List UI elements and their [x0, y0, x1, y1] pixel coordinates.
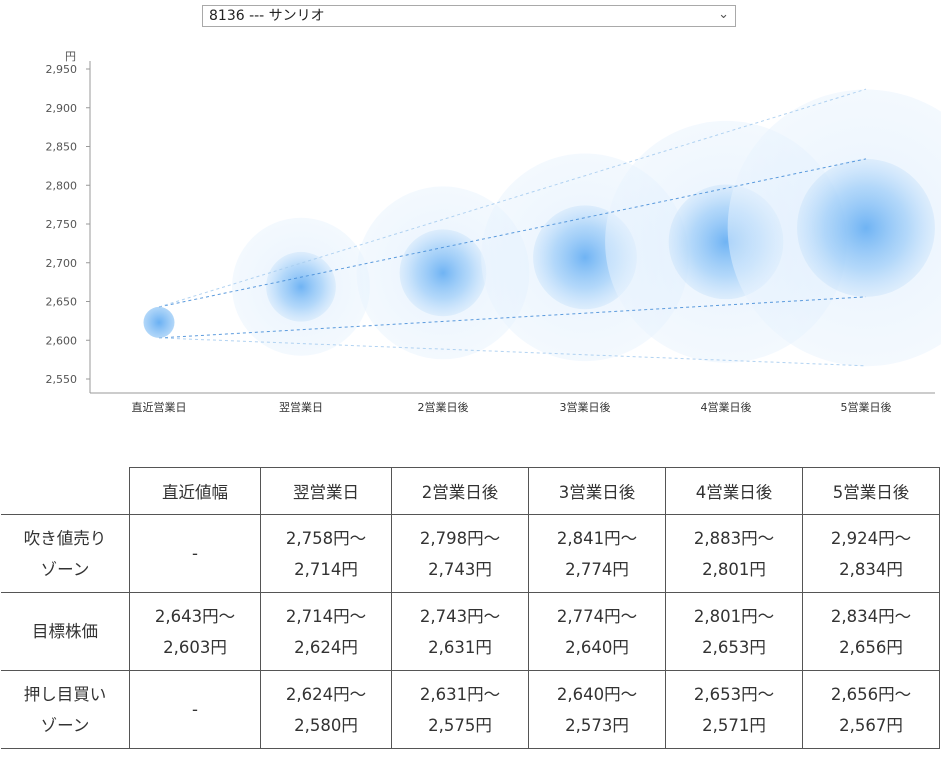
- bubble-inner: [399, 229, 487, 317]
- row-label-line: ゾーン: [40, 715, 90, 735]
- stock-select[interactable]: 8136 --- サンリオ ⌄: [202, 5, 736, 27]
- y-tick-label: 2,850: [46, 141, 78, 154]
- table-cell: 2,656円～ 2,567円: [802, 670, 940, 749]
- table-cell-line: 2,575円: [428, 715, 492, 735]
- outer-lower-line: [158, 337, 867, 367]
- table-cell-line: 2,801円: [702, 559, 766, 579]
- x-tick-label: 4営業日後: [701, 400, 752, 414]
- target-upper-line: [158, 158, 867, 308]
- bubble-inner: [266, 251, 336, 322]
- table-cell: 2,834円～ 2,656円: [802, 592, 940, 671]
- forecast-chart: 円2,950 2,900 2,850 2,800 2,750 2,700 2,650 2,60…: [46, 50, 941, 414]
- target-lower-line: [158, 296, 867, 339]
- row-label: 目標株価: [1, 592, 130, 671]
- table-cell: 2,924円～ 2,834円: [802, 514, 940, 593]
- table-cell-line: 2,714円～: [285, 606, 367, 626]
- table-cell-line: 2,774円～: [556, 606, 638, 626]
- y-axis-unit: 円: [65, 50, 76, 63]
- table-cell: 2,643円～ 2,603円: [129, 592, 261, 671]
- row-label-line: 目標株価: [32, 622, 98, 641]
- table-cell: 2,714円～ 2,624円: [260, 592, 392, 671]
- table-cell-line: 2,640円: [565, 637, 629, 657]
- table-cell-line: 2,624円～: [285, 684, 367, 704]
- table-cell: 2,798円～ 2,743円: [391, 514, 529, 593]
- y-tick-label: 2,550: [46, 373, 78, 386]
- x-tick-label: 5営業日後: [841, 400, 892, 414]
- stock-select-value: 8136 --- サンリオ: [209, 8, 325, 24]
- table-cell-line: -: [192, 544, 198, 563]
- y-tick-label: 2,900: [46, 102, 78, 115]
- table-cell: 2,631円～ 2,575円: [391, 670, 529, 749]
- table-cell: 2,841円～ 2,774円: [528, 514, 666, 593]
- x-tick-label: 直近営業日: [132, 400, 187, 414]
- row-label-line: ゾーン: [40, 559, 90, 579]
- table-cell-line: 2,774円: [565, 559, 629, 579]
- x-tick-label: 2営業日後: [418, 400, 469, 414]
- y-tick-label: 2,950: [46, 63, 78, 76]
- table-cell-line: 2,567円: [839, 715, 903, 735]
- table-cell: 2,653円～ 2,571円: [665, 670, 803, 749]
- table-cell: 2,883円～ 2,801円: [665, 514, 803, 593]
- y-tick-label: 2,800: [46, 179, 78, 192]
- table-cell: 2,743円～ 2,631円: [391, 592, 529, 671]
- table-cell-line: 2,656円～: [830, 684, 912, 704]
- table-header: 2営業日後: [391, 467, 529, 515]
- table-cell-line: 2,653円: [702, 637, 766, 657]
- row-label-line: 吹き値売り: [23, 528, 107, 548]
- table-cell-line: 2,631円～: [419, 684, 501, 704]
- table-cell-line: 2,743円: [428, 559, 492, 579]
- table-cell-line: 2,714円: [294, 559, 358, 579]
- table-cell-line: 2,580円: [294, 715, 358, 735]
- table-row: 目標株価 2,643円～ 2,603円 2,714円～ 2,624円 2,743円～ 2,6…: [1, 592, 940, 671]
- forecast-table: 直近値幅 翌営業日 2営業日後 3営業日後 4営業日後 5営業日後 吹き値売りゾ…: [1, 467, 940, 749]
- table-cell-line: 2,656円: [839, 637, 903, 657]
- table-cell-line: 2,571円: [702, 715, 766, 735]
- y-tick-label: 2,650: [46, 296, 78, 309]
- table-cell: -: [129, 514, 261, 593]
- table-cell-line: 2,924円～: [830, 528, 912, 548]
- y-tick-label: 2,600: [46, 334, 78, 347]
- table-cell: 2,624円～ 2,580円: [260, 670, 392, 749]
- y-tick-label: 2,750: [46, 218, 78, 231]
- table-cell-line: 2,653円～: [693, 684, 775, 704]
- chevron-down-icon: ⌄: [718, 7, 729, 22]
- table-row: 吹き値売りゾーン - 2,758円～ 2,714円 2,798円～ 2,743円 2,841…: [1, 514, 940, 593]
- table-header: 3営業日後: [528, 467, 666, 515]
- table-cell-line: 2,834円: [839, 559, 903, 579]
- table-cell: -: [129, 670, 261, 749]
- table-cell-line: -: [192, 700, 198, 719]
- table-cell-line: 2,883円～: [693, 528, 775, 548]
- table-cell: 2,774円～ 2,640円: [528, 592, 666, 671]
- table-cell-line: 2,573円: [565, 715, 629, 735]
- table-cell: 2,801円～ 2,653円: [665, 592, 803, 671]
- table-cell-line: 2,624円: [294, 637, 358, 657]
- table-cell-line: 2,631円: [428, 637, 492, 657]
- table-cell-line: 2,798円～: [419, 528, 501, 548]
- row-label: 押し目買い ゾーン: [1, 670, 130, 749]
- table-header-row: 直近値幅 翌営業日 2営業日後 3営業日後 4営業日後 5営業日後: [1, 467, 940, 515]
- table-header: 直近値幅: [129, 467, 261, 515]
- table-header: 5営業日後: [802, 467, 940, 515]
- table-header: 4営業日後: [665, 467, 803, 515]
- row-label-line: 押し目買い: [23, 684, 107, 704]
- table-cell-line: 2,834円～: [830, 606, 912, 626]
- table-cell-line: 2,640円～: [556, 684, 638, 704]
- x-tick-label: 翌営業日: [279, 400, 323, 414]
- x-tick-label: 3営業日後: [560, 400, 611, 414]
- table-cell-line: 2,603円: [163, 637, 227, 657]
- table-cell: 2,758円～ 2,714円: [260, 514, 392, 593]
- table-header: 翌営業日: [260, 467, 392, 515]
- table-cell-line: 2,743円～: [419, 606, 501, 626]
- table-cell: 2,640円～ 2,573円: [528, 670, 666, 749]
- y-tick-label: 2,700: [46, 257, 78, 270]
- bubble-inner: [797, 158, 935, 297]
- row-label: 吹き値売り ゾーン: [1, 514, 130, 593]
- table-cell-line: 2,841円～: [556, 528, 638, 548]
- bubble-recent: [143, 306, 175, 338]
- table-cell-line: 2,801円～: [693, 606, 775, 626]
- table-corner: [1, 467, 130, 515]
- table-cell-line: 2,643円～: [154, 606, 236, 626]
- table-cell-line: 2,758円～: [285, 528, 367, 548]
- table-row: 押し目買いゾーン - 2,624円～ 2,580円 2,631円～ 2,575円 2,640…: [1, 670, 940, 749]
